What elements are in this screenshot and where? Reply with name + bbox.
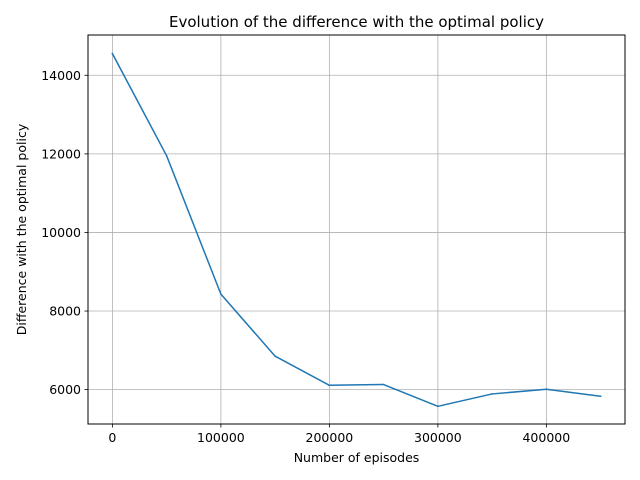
x-tick-label: 300000 <box>414 430 462 445</box>
series-line <box>111 52 602 408</box>
chart-title: Evolution of the difference with the opt… <box>169 13 544 31</box>
series-layer <box>111 52 602 408</box>
x-tick-label: 200000 <box>306 430 354 445</box>
data-point <box>599 395 602 398</box>
data-point <box>382 383 385 386</box>
axis-ticks: 0 100000 200000 300000 400000 6000 8000 10000 12… <box>41 68 570 445</box>
x-tick-label: 400000 <box>522 430 570 445</box>
data-point <box>328 384 331 387</box>
x-axis-title: Number of episodes <box>294 450 420 465</box>
data-point <box>111 52 114 55</box>
y-tick-label: 14000 <box>41 68 81 83</box>
plot-frame <box>87 34 626 425</box>
x-tick-label: 100000 <box>197 430 245 445</box>
data-point <box>165 155 168 157</box>
y-tick-label: 6000 <box>49 382 81 397</box>
grid-lines <box>88 35 625 424</box>
data-point <box>274 355 276 358</box>
plot-area-background <box>88 35 625 424</box>
y-axis-title: Difference with the optimal policy <box>14 123 29 335</box>
data-point <box>545 388 548 391</box>
data-point <box>220 293 222 295</box>
data-point <box>437 405 439 408</box>
y-tick-label: 10000 <box>41 225 81 240</box>
data-point <box>491 393 493 395</box>
x-tick-label: 0 <box>108 430 116 445</box>
y-tick-label: 8000 <box>49 304 81 319</box>
y-tick-label: 12000 <box>41 146 81 161</box>
